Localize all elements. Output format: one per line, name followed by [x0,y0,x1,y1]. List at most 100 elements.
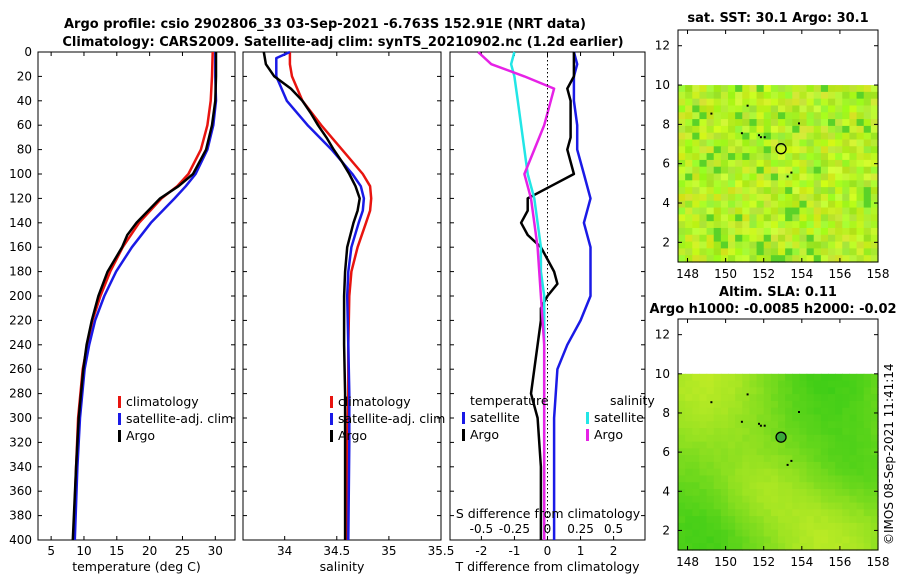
sst_map-cell [756,112,765,120]
sla_map-cell [763,536,772,544]
sla_map-cell [813,482,822,490]
sla_map-cell [863,400,872,409]
sst_map-cell [735,221,743,229]
salinity-xtick-label: 35.5 [428,544,455,558]
sst_map-cell [856,125,865,134]
sla_map-cell [763,516,772,524]
sla_map-cell [792,468,801,477]
sla_map-cell [813,380,822,388]
temperature-xtick-label: 30 [208,544,223,558]
differences-top-tick-label: 0.25 [567,522,594,536]
sla_map-cell [835,536,843,544]
sla_map-cell [870,482,879,490]
sst_map-cell [720,91,729,100]
sst_map-cell [756,166,765,175]
sla_map-cell [735,380,743,388]
sst_map-cell [678,221,686,229]
salinity-legend-label: satellite-adj. clim [338,411,445,426]
sla_map-cell [778,400,786,409]
sst_map-cell [792,139,801,147]
sst_map-cell [749,180,758,188]
sla_map-cell [685,394,693,402]
sla_map-cell [813,394,822,402]
sla_map-cell [856,441,865,449]
sst_map-cell [735,112,743,120]
sla_map-cell [735,373,743,382]
sst_map-cell [849,255,858,263]
sst_map-cell [870,180,879,188]
sla_map-cell [849,373,858,382]
sst_map-cell [735,187,743,195]
sla_map-cell [870,461,879,470]
sla_map-cell [792,455,801,463]
sst_map-cell [842,98,851,107]
sst_map-cell [870,119,879,127]
sst_map-cell [842,248,851,256]
differences-xtick-label: -1 [508,544,520,558]
sst_map-cell [728,248,736,256]
sla_map-cell [863,468,872,477]
sst_map-cell [792,207,801,215]
sla_map-cell [835,529,843,538]
sla_map-cell [678,421,686,429]
sst_map-cell [828,91,836,100]
sla_map-cell [785,522,793,531]
sst_map-cell [863,187,872,195]
sst_map-cell [692,248,701,256]
sla_map-cell [856,434,865,443]
sla_map-cell [713,387,722,395]
sst_map-cell [828,180,836,188]
sla_map-cell [799,394,808,402]
sst_map-cell [692,241,701,249]
sla_map-cell [735,489,743,497]
sst_map-cell [778,214,786,222]
sla_map-cell [792,482,801,490]
sla_map-cell [863,522,872,531]
sst_map-cell [735,159,743,168]
sst_map-cell [706,221,715,229]
sla_map-cell [699,400,708,409]
sla_map-cell [692,509,701,517]
sla_map-cell [756,400,765,409]
sst_map-cell [806,139,815,147]
sla_map-cell [742,489,751,497]
sla_map-cell [678,489,686,497]
sst_map-cell [735,139,743,147]
sla_map-cell [720,482,729,490]
salinity-series-argo [262,51,361,540]
sst_map-cell [863,241,872,249]
sla_map-cell [778,441,786,449]
sla_map-cell [749,536,758,544]
sst_map-cell [828,193,836,202]
differences-legend-swatch [462,412,465,424]
sla_map-cell [713,455,722,463]
sst_map-cell [835,248,843,256]
sla_map-ytick-label: 2 [662,523,670,537]
sst_map-cell [742,221,751,229]
sla_map-cell [806,441,815,449]
sst_map-cell [763,112,772,120]
sla_map-cell [699,434,708,443]
sst_map-cell [870,132,879,141]
sla_map-cell [720,529,729,538]
sst_map-island-dot [798,122,800,125]
sla_map-cell [770,400,779,409]
salinity-panel: 34 34.5 35 35.5salinityclimatologysatellite… [242,50,455,574]
sst_map-cell [713,241,722,249]
sla_map-cell [742,482,751,490]
sla_map-cell [728,522,736,531]
sst_map-cell [806,119,815,127]
sla_map-cell [706,482,715,490]
sst_map-cell [763,91,772,100]
argo-position-marker [775,143,787,155]
sla_map-cell [778,448,786,456]
sla_map-cell [699,428,708,436]
sla_map-cell [870,516,879,524]
sla_map-cell [699,441,708,449]
sla_map-cell [792,428,801,436]
sla_map-cell [842,373,851,382]
sla_map-cell [785,421,793,429]
sst_map-cell [856,221,865,229]
sla_map-cell [799,380,808,388]
sst_map-cell [813,180,822,188]
